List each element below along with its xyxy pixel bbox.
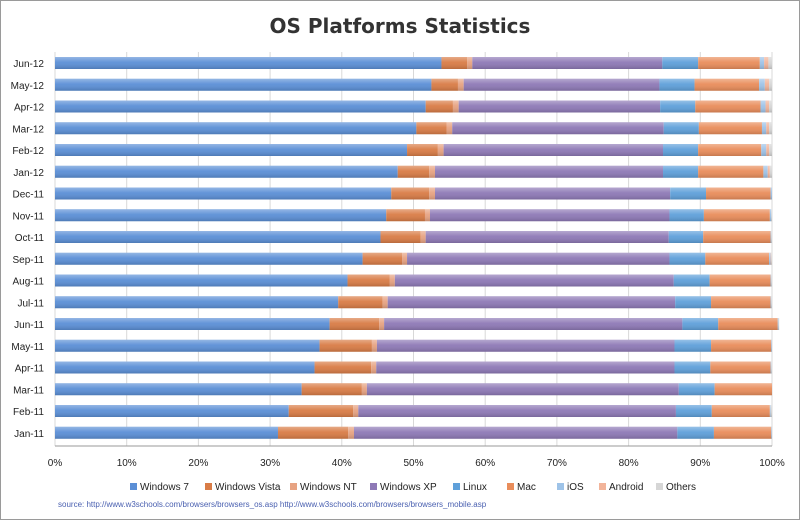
- x-tick-label: 100%: [759, 458, 785, 469]
- y-tick-label: Jul-11: [18, 298, 45, 309]
- legend-label: Linux: [463, 482, 487, 493]
- legend: Windows 7 Windows Vista Windows NT Windows …: [130, 482, 696, 493]
- x-tick-label: 90%: [690, 458, 710, 469]
- x-tick-label: 40%: [332, 458, 352, 469]
- y-tick-label: Dec-11: [13, 190, 45, 201]
- legend-label: Windows Vista: [215, 482, 281, 493]
- legend-swatch: [205, 483, 212, 490]
- bar-shading: [55, 339, 772, 352]
- bar-shading: [55, 57, 772, 69]
- x-tick-label: 30%: [260, 458, 280, 469]
- bar-shading: [55, 405, 772, 417]
- legend-swatch: [370, 483, 377, 490]
- x-tick-label: 60%: [475, 458, 495, 469]
- y-tick-label: Sep-11: [12, 255, 44, 266]
- x-tick-label: 20%: [188, 458, 208, 469]
- bar-shading: [55, 274, 772, 287]
- x-axis-labels: 0% 10% 20% 30% 40% 50% 60% 70% 80% 90% 100%: [48, 458, 785, 469]
- legend-label: Others: [666, 482, 696, 493]
- legend-label: Mac: [517, 482, 536, 493]
- y-tick-label: Jan-12: [13, 168, 44, 179]
- legend-swatch: [130, 483, 137, 490]
- y-tick-label: Apr-11: [15, 364, 45, 375]
- y-tick-label: Jan-11: [14, 429, 44, 440]
- y-tick-label: Oct-11: [15, 233, 45, 244]
- bars: [55, 57, 780, 439]
- bar-shading: [55, 209, 772, 222]
- bar-shading: [55, 426, 772, 439]
- bar-shading: [55, 165, 772, 178]
- x-tick-label: 80%: [619, 458, 639, 469]
- bar-shading: [55, 144, 772, 156]
- legend-label: Android: [609, 482, 643, 493]
- bar-shading: [55, 252, 772, 265]
- bar-shading: [55, 318, 780, 330]
- y-tick-label: Feb-11: [13, 407, 44, 418]
- bar-shading: [55, 122, 772, 135]
- grid-lines: [54, 52, 773, 447]
- y-tick-label: Apr-12: [14, 103, 44, 114]
- bar-shading: [55, 296, 772, 309]
- y-tick-label: May-12: [11, 81, 45, 92]
- legend-swatch: [290, 483, 297, 490]
- y-tick-label: Aug-11: [12, 277, 44, 288]
- y-tick-label: Jun-11: [14, 320, 44, 331]
- y-axis-labels: Jun-12 May-12 Apr-12 Mar-12 Feb-12 Jan-12 Dec-…: [11, 59, 45, 440]
- legend-label: Windows XP: [380, 482, 437, 493]
- y-tick-label: Feb-12: [12, 146, 44, 157]
- legend-swatch: [656, 483, 663, 490]
- source-note: source: http://www.w3schools.com/browser…: [58, 500, 487, 509]
- bar-shading: [55, 383, 772, 396]
- bar-shading: [55, 231, 772, 243]
- x-tick-label: 0%: [48, 458, 63, 469]
- y-tick-label: Mar-11: [13, 385, 44, 396]
- x-tick-label: 50%: [403, 458, 423, 469]
- legend-swatch: [453, 483, 460, 490]
- legend-swatch: [599, 483, 606, 490]
- y-tick-label: Mar-12: [12, 124, 44, 135]
- bar-shading: [55, 78, 772, 91]
- legend-label: Windows NT: [300, 482, 357, 493]
- chart-title: OS Platforms Statistics: [269, 14, 531, 38]
- legend-swatch: [557, 483, 564, 490]
- legend-label: iOS: [567, 482, 584, 493]
- y-tick-label: Nov-11: [13, 211, 45, 222]
- bar-shading: [55, 187, 772, 200]
- bar-shading: [55, 361, 772, 374]
- x-tick-label: 70%: [547, 458, 567, 469]
- legend-swatch: [507, 483, 514, 490]
- y-tick-label: May-11: [11, 342, 44, 353]
- bar-shading: [55, 100, 772, 113]
- y-tick-label: Jun-12: [13, 59, 44, 70]
- legend-label: Windows 7: [140, 482, 189, 493]
- x-tick-label: 10%: [117, 458, 137, 469]
